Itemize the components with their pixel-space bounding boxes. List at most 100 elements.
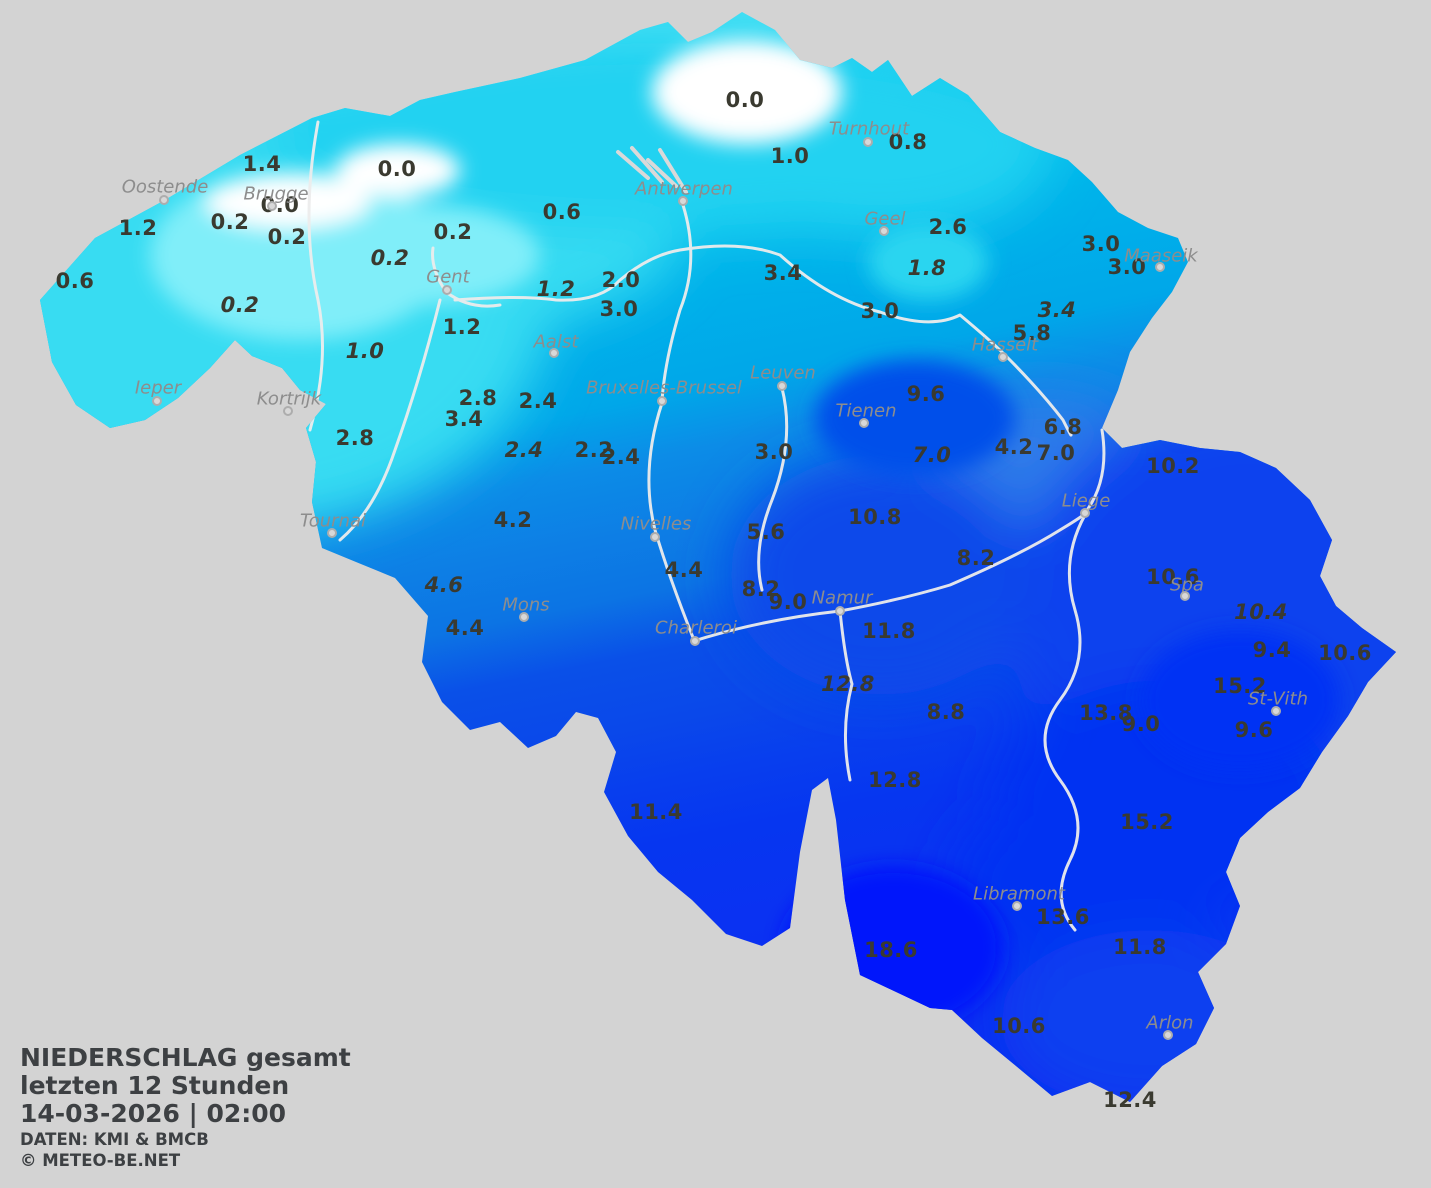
precip-value-label: 3.4	[1037, 298, 1077, 322]
city-dot-marker	[1271, 706, 1281, 716]
city-label: Geel	[864, 208, 906, 230]
map-title-line1: NIEDERSCHLAG gesamt	[20, 1043, 351, 1072]
map-datetime: 14-03-2026 | 02:00	[20, 1099, 287, 1128]
city-dot-marker	[549, 348, 559, 358]
city-dot-marker	[777, 381, 787, 391]
precip-value-label: 8.2	[741, 577, 781, 601]
precip-value-label: 6.8	[1043, 415, 1083, 439]
precip-value-label: 9.0	[768, 590, 808, 614]
precip-value-label: 10.4	[1234, 600, 1288, 624]
precip-value-label: 9.6	[906, 382, 946, 406]
city-label: Leuven	[750, 362, 816, 384]
precip-value-label: 0.8	[888, 130, 928, 154]
city-label: Aalst	[533, 331, 579, 353]
precip-value-label: 2.4	[504, 438, 544, 462]
city-label: Oostende	[121, 176, 209, 198]
precip-value-label: 0.6	[55, 269, 95, 293]
precip-value-label: 4.4	[445, 616, 485, 640]
precip-value-label: 7.0	[912, 443, 952, 467]
precip-value-label: 3.4	[763, 261, 803, 285]
data-source: DATEN: KMI & BMCB	[20, 1130, 209, 1149]
precip-value-label: 0.6	[542, 200, 582, 224]
city-label: Hasselt	[971, 334, 1039, 356]
antwerp-harbour-lines	[616, 146, 688, 194]
precip-value-label: 2.2	[574, 438, 614, 462]
precip-value-label: 9.6	[1234, 718, 1274, 742]
precip-value-label: 3.0	[1081, 232, 1121, 256]
city-label: Antwerpen	[635, 178, 733, 200]
precip-value-label: 18.6	[864, 938, 918, 962]
precip-value-label: 11.4	[629, 800, 683, 824]
precip-value-label: 1.4	[242, 152, 282, 176]
precip-value-label: 9.4	[1252, 638, 1292, 662]
city-label: Tournai	[299, 510, 367, 532]
city-dot-marker	[879, 226, 889, 236]
precip-value-label: 10.6	[992, 1014, 1046, 1038]
city-dot-marker	[657, 396, 667, 406]
precip-value-label: 13.6	[1036, 905, 1090, 929]
precip-value-label: 4.4	[664, 558, 704, 582]
precip-value-label: 4.2	[493, 508, 533, 532]
precip-value-label: 0.2	[210, 210, 250, 234]
precip-value-label: 8.8	[926, 700, 966, 724]
city-dot-marker	[859, 418, 869, 428]
precip-value-label: 5.6	[746, 520, 786, 544]
city-dot-marker	[1012, 901, 1022, 911]
city-label: St-Vith	[1247, 688, 1309, 710]
city-dot-marker	[159, 195, 169, 205]
precip-value-label: 10.2	[1146, 454, 1200, 478]
precip-value-label: 4.2	[994, 435, 1034, 459]
precip-value-label: 0.2	[220, 293, 260, 317]
precip-value-label: 12.8	[868, 768, 922, 792]
precip-value-label: 12.8	[821, 672, 875, 696]
city-label: Libramont	[973, 883, 1065, 905]
city-label: Brugge	[243, 183, 309, 205]
city-dot-marker	[327, 528, 337, 538]
precip-value-label: 10.6	[1146, 565, 1200, 589]
precip-value-label: 7.0	[1036, 441, 1076, 465]
precip-value-label: 2.8	[458, 386, 498, 410]
precip-value-label: 11.8	[862, 619, 916, 643]
city-label: Spa	[1170, 574, 1204, 596]
city-label: Tienen	[835, 400, 897, 422]
city-label: Bruxelles-Brussel	[586, 377, 742, 399]
precip-value-label: 0.2	[433, 220, 473, 244]
city-label: Arlon	[1146, 1012, 1194, 1034]
precip-value-label: 3.0	[1107, 255, 1147, 279]
precip-value-label: 1.2	[118, 216, 158, 240]
precip-value-label: 1.0	[770, 144, 810, 168]
copyright: © METEO-BE.NET	[20, 1151, 181, 1171]
title-block: NIEDERSCHLAG gesamt letzten 12 Stunden 1…	[20, 1044, 351, 1171]
precip-value-label: 11.8	[1113, 935, 1167, 959]
city-label: Namur	[811, 587, 873, 609]
precip-value-label: 15.2	[1213, 674, 1267, 698]
city-dot-marker	[152, 396, 162, 406]
precip-value-label: 5.8	[1012, 321, 1052, 345]
city-label: Maaseik	[1124, 245, 1198, 267]
precip-value-label: 3.0	[599, 297, 639, 321]
precip-value-label: 10.8	[848, 505, 902, 529]
city-label: Kortrijk	[256, 388, 322, 410]
city-dot-marker	[1163, 1030, 1173, 1040]
precip-value-label: 15.2	[1120, 810, 1174, 834]
city-dot-marker	[1155, 262, 1165, 272]
city-dot-marker	[283, 406, 293, 416]
city-label: Mons	[502, 594, 550, 616]
precip-value-label: 0.0	[725, 88, 765, 112]
city-label: Charleroi	[655, 617, 737, 639]
precip-value-label: 8.2	[956, 546, 996, 570]
precip-value-label: 2.4	[518, 389, 558, 413]
city-label: Gent	[426, 266, 470, 288]
precip-value-label: 0.2	[267, 225, 307, 249]
province-border-lines	[307, 120, 1106, 932]
precip-value-label: 2.8	[335, 426, 375, 450]
precip-value-label: 10.6	[1318, 641, 1372, 665]
city-dot-marker	[998, 352, 1008, 362]
precip-value-label: 1.0	[345, 339, 385, 363]
precip-value-label: 3.4	[444, 407, 484, 431]
precip-value-label: 0.0	[377, 157, 417, 181]
city-dot-marker	[690, 636, 700, 646]
city-dot-marker	[1180, 591, 1190, 601]
precip-value-label: 9.0	[1121, 712, 1161, 736]
